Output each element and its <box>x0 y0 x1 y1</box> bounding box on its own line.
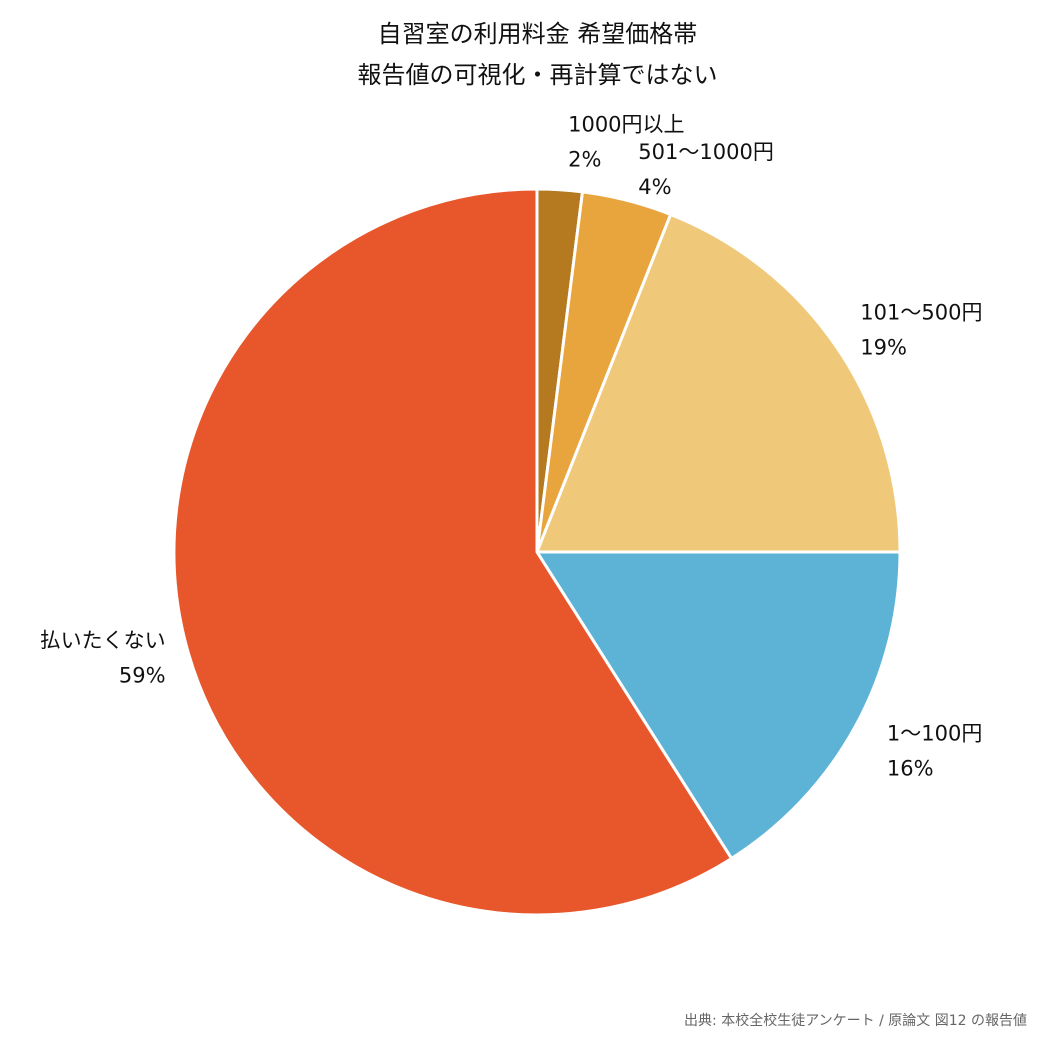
slice-label-4: 払いたくない <box>40 628 166 652</box>
pie-slice-2 <box>535 212 902 554</box>
slice-label-2: 101〜500円 <box>860 301 982 325</box>
pie-slice-3 <box>535 550 902 860</box>
slice-percent-4: 59% <box>119 663 166 687</box>
slice-label-0: 1000円以上 <box>568 113 684 137</box>
chart-title-line-1: 自習室の利用料金 希望価格帯 <box>377 20 698 48</box>
pie-slices <box>172 187 902 917</box>
slice-label-3: 1〜100円 <box>887 721 982 745</box>
pie-slice-4 <box>172 187 734 917</box>
source-note: 出典: 本校全校生徒アンケート / 原論文 図12 の報告値 <box>684 1013 1027 1029</box>
slice-percent-2: 19% <box>860 336 907 360</box>
slice-percent-1: 4% <box>638 175 671 199</box>
pie-labels: 1000円以上 2% 501〜1000円 4% 101〜500円 19% 1〜100円 16%… <box>40 113 983 781</box>
chart-title-line-2: 報告値の可視化・再計算ではない <box>357 61 718 89</box>
slice-label-1: 501〜1000円 <box>638 140 774 164</box>
slice-percent-0: 2% <box>568 148 601 172</box>
slice-percent-3: 16% <box>887 756 934 780</box>
